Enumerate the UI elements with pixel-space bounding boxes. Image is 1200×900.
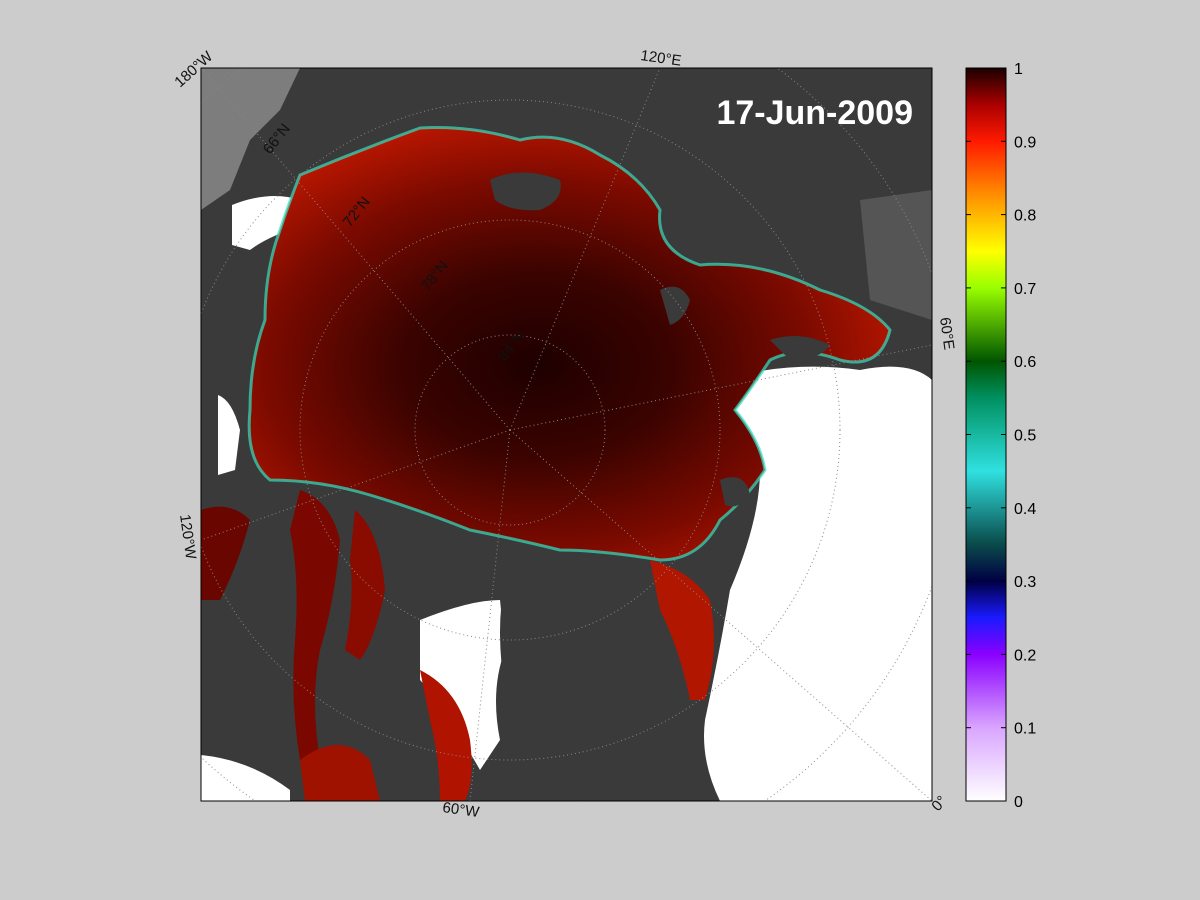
colorbar-tick-label: 0.4 (1014, 501, 1036, 518)
graticule-72n (201, 99, 841, 761)
sea-ice-east-greenland (650, 560, 714, 700)
colorbar: 0 0.1 0.2 0.3 0.4 0.5 0.6 0.7 0.8 0.9 1 (965, 61, 1036, 811)
colorbar-tick-label: 0.3 (1014, 574, 1036, 591)
colorbar-tick-label: 0 (1014, 794, 1023, 811)
island-severnaya (660, 286, 690, 325)
ice-edge-fringe (247, 126, 892, 562)
sea-ice-main (249, 127, 890, 560)
sea-ice-archipelago-2 (345, 510, 385, 660)
open-water-baffin (420, 600, 505, 770)
sea-ice-archipelago-1 (290, 490, 340, 760)
graticule (201, 68, 932, 801)
lon-label-120e: 120°E (639, 47, 682, 70)
greenland (500, 555, 683, 801)
graticule-84n (414, 334, 606, 526)
land-alt-region-east (860, 190, 932, 320)
date-label: 17-Jun-2009 (716, 94, 913, 132)
colorbar-bar (965, 67, 1007, 802)
colorbar-tick-label: 0.7 (1014, 281, 1036, 298)
sea-ice-baffin (420, 670, 472, 801)
island-svalbard (720, 477, 750, 507)
colorbar-tick-label: 0.6 (1014, 354, 1036, 371)
meridian-0 (509, 429, 932, 801)
colorbar-tick-label: 1 (1014, 61, 1023, 78)
colorbar-tick-label: 0.5 (1014, 428, 1036, 445)
lon-label-120w: 120°W (176, 513, 199, 561)
map-panel (201, 68, 932, 801)
sea-ice-west (201, 506, 250, 600)
colorbar-tick-label: 0.1 (1014, 721, 1036, 738)
meridian-180w (201, 68, 511, 431)
lon-label-60w: 60°W (441, 799, 481, 821)
sea-ice-hudson (300, 745, 380, 801)
open-water-hudson (201, 755, 290, 801)
land-alt-region (201, 68, 300, 210)
island-new-siberian (490, 172, 561, 211)
colorbar-tick-label: 0.9 (1014, 134, 1036, 151)
colorbar-ticks: 0 0.1 0.2 0.3 0.4 0.5 0.6 0.7 0.8 0.9 1 (966, 61, 1036, 811)
colorbar-tick-label: 0.8 (1014, 208, 1036, 225)
map-frame (200, 67, 933, 802)
lon-label-60e: 60°E (936, 316, 957, 351)
graticule-78n (299, 219, 721, 641)
island-novaya (770, 336, 830, 360)
colorbar-tick-label: 0.2 (1014, 647, 1036, 664)
open-water-beaufort (218, 395, 240, 475)
